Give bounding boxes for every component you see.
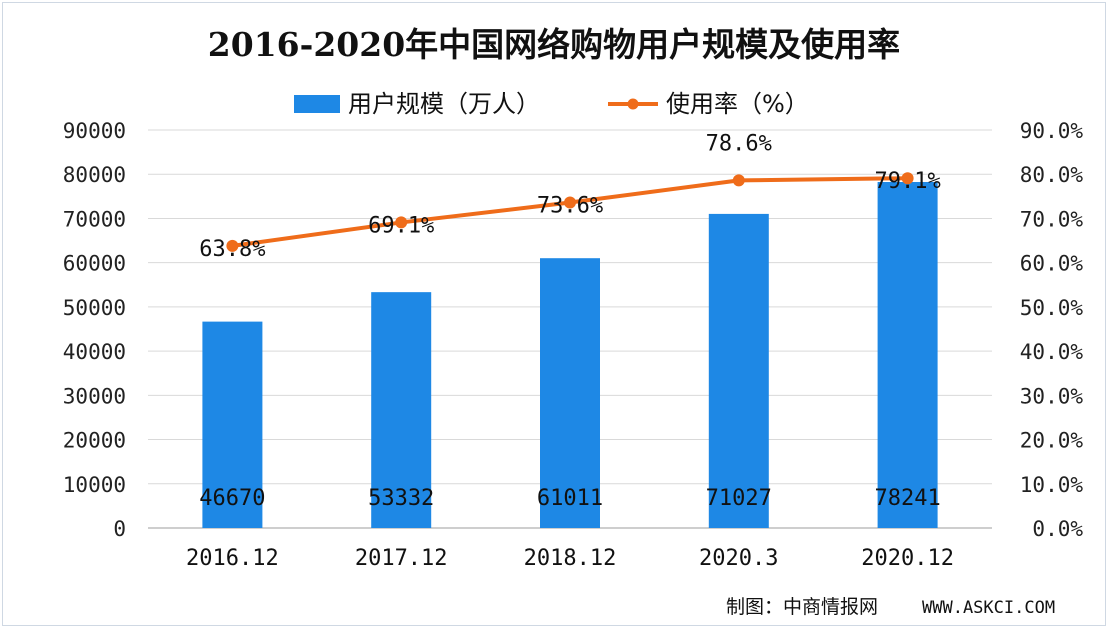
x-tick-label: 2020.12 bbox=[861, 546, 954, 571]
bar-value-label: 78241 bbox=[874, 486, 940, 511]
y-left-tick-label: 80000 bbox=[63, 163, 126, 187]
x-tick-label: 2017.12 bbox=[355, 546, 448, 571]
legend: 用户规模（万人） 使用率（%） bbox=[294, 90, 809, 118]
y-left-tick-label: 0 bbox=[113, 517, 126, 541]
y-right-tick-label: 10.0% bbox=[1020, 473, 1084, 497]
y-right-tick-label: 90.0% bbox=[1020, 119, 1084, 143]
usage-value-label: 78.6% bbox=[706, 131, 772, 156]
usage-value-label: 73.6% bbox=[537, 194, 603, 219]
legend-line-label: 使用率（%） bbox=[666, 90, 809, 118]
usage-line bbox=[226, 172, 914, 252]
y-right-tick-label: 70.0% bbox=[1020, 207, 1084, 231]
bar-value-label: 61011 bbox=[537, 486, 603, 511]
y-right-tick-label: 0.0% bbox=[1032, 517, 1083, 541]
chart-title: 2016-2020年中国网络购物用户规模及使用率 bbox=[208, 25, 900, 64]
bar bbox=[202, 321, 263, 528]
y-right-tick-label: 50.0% bbox=[1020, 296, 1084, 320]
y-left-tick-label: 10000 bbox=[63, 473, 126, 497]
usage-value-label: 69.1% bbox=[368, 213, 434, 238]
y-right-tick-label: 80.0% bbox=[1020, 163, 1084, 187]
y-right-tick-label: 30.0% bbox=[1020, 384, 1084, 408]
usage-point bbox=[226, 239, 239, 252]
y-right-tick-label: 60.0% bbox=[1020, 252, 1084, 276]
usage-value-label: 79.1% bbox=[874, 169, 940, 194]
bar bbox=[540, 258, 600, 528]
usage-point bbox=[732, 174, 745, 187]
bar-value-label: 46670 bbox=[199, 486, 265, 511]
usage-value-label: 63.8% bbox=[199, 237, 265, 262]
y-left-tick-label: 50000 bbox=[63, 296, 126, 320]
x-tick-label: 2020.3 bbox=[699, 546, 778, 571]
labels: 0 0.0% 10000 10.0% 20000 20.0% 30000 30.0% 40000… bbox=[63, 119, 1084, 571]
grid-lines bbox=[148, 129, 992, 529]
y-left-tick-label: 90000 bbox=[63, 119, 126, 143]
legend-bar-label: 用户规模（万人） bbox=[348, 90, 540, 118]
bar-value-label: 71027 bbox=[706, 486, 772, 511]
y-left-tick-label: 20000 bbox=[63, 429, 126, 453]
y-left-tick-label: 30000 bbox=[63, 384, 126, 408]
bars bbox=[202, 182, 938, 528]
x-tick-label: 2016.12 bbox=[186, 546, 279, 571]
bar bbox=[708, 213, 769, 528]
usage-point bbox=[395, 216, 408, 229]
y-left-tick-label: 40000 bbox=[63, 340, 126, 364]
legend-bar-swatch bbox=[294, 95, 340, 113]
y-right-tick-label: 40.0% bbox=[1020, 340, 1084, 364]
usage-point bbox=[901, 172, 914, 185]
bar bbox=[371, 292, 432, 528]
y-left-tick-label: 70000 bbox=[63, 207, 126, 231]
bar-value-label: 53332 bbox=[368, 486, 434, 511]
y-right-tick-label: 20.0% bbox=[1020, 429, 1084, 453]
legend-line-marker bbox=[627, 98, 639, 110]
source-label: 制图：中商情报网 bbox=[726, 596, 878, 618]
x-tick-label: 2018.12 bbox=[524, 546, 617, 571]
y-left-tick-label: 60000 bbox=[63, 252, 126, 276]
bar bbox=[877, 182, 938, 528]
usage-point bbox=[564, 196, 576, 209]
source-url: WWW.ASKCI.COM bbox=[922, 598, 1055, 618]
